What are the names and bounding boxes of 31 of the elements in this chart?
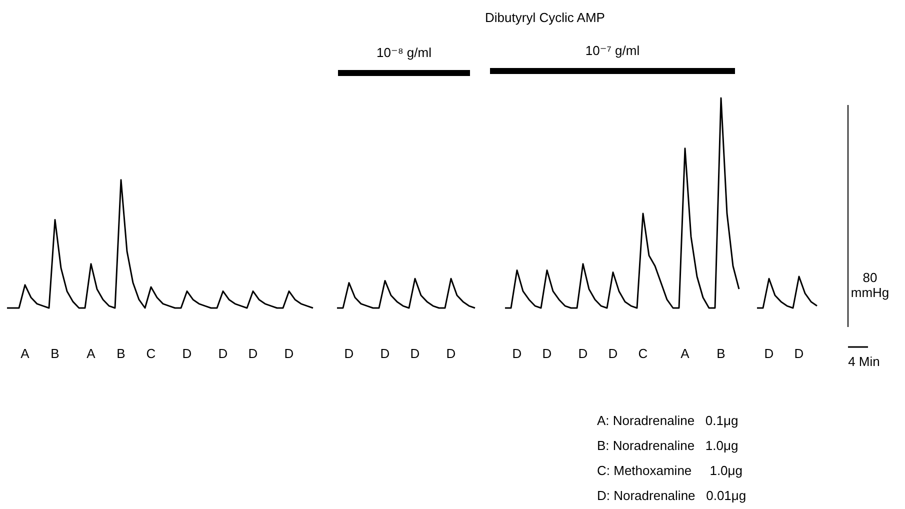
text: C: Methoxamine 1.0μg xyxy=(597,463,743,478)
x-tick-label: B xyxy=(50,346,60,361)
x-tick-label: D xyxy=(512,346,522,361)
text: 80 mmHg xyxy=(850,270,890,300)
x-tick-label: D xyxy=(446,346,456,361)
text: B: Noradrenaline 1.0μg xyxy=(597,438,738,453)
x-tick-label: D xyxy=(542,346,552,361)
text: A: Noradrenaline 0.1μg xyxy=(597,413,738,428)
x-tick-label: D xyxy=(248,346,258,361)
x-tick-label: D xyxy=(344,346,354,361)
x-tick-label: D xyxy=(380,346,390,361)
x-tick-label: B xyxy=(716,346,726,361)
x-tick-label: A xyxy=(86,346,96,361)
text: D: Noradrenaline 0.01μg xyxy=(597,488,746,503)
text: 10⁻⁸ g/ml xyxy=(376,45,432,60)
x-tick-label: A xyxy=(20,346,30,361)
text: 10⁻⁷ g/ml xyxy=(585,43,640,58)
chart-title: Dibutyryl Cyclic AMP xyxy=(485,10,605,25)
x-tick-label: D xyxy=(284,346,294,361)
x-tick-label: D xyxy=(578,346,588,361)
x-tick-label: B xyxy=(116,346,126,361)
x-tick-label: C xyxy=(146,346,156,361)
x-tick-label: C xyxy=(638,346,648,361)
x-tick-label: D xyxy=(410,346,420,361)
x-tick-label: A xyxy=(680,346,690,361)
x-tick-label: D xyxy=(182,346,192,361)
text: 4 Min xyxy=(848,354,880,369)
x-tick-label: D xyxy=(794,346,804,361)
x-tick-label: D xyxy=(608,346,618,361)
x-tick-label: D xyxy=(218,346,228,361)
x-tick-label: D xyxy=(764,346,774,361)
